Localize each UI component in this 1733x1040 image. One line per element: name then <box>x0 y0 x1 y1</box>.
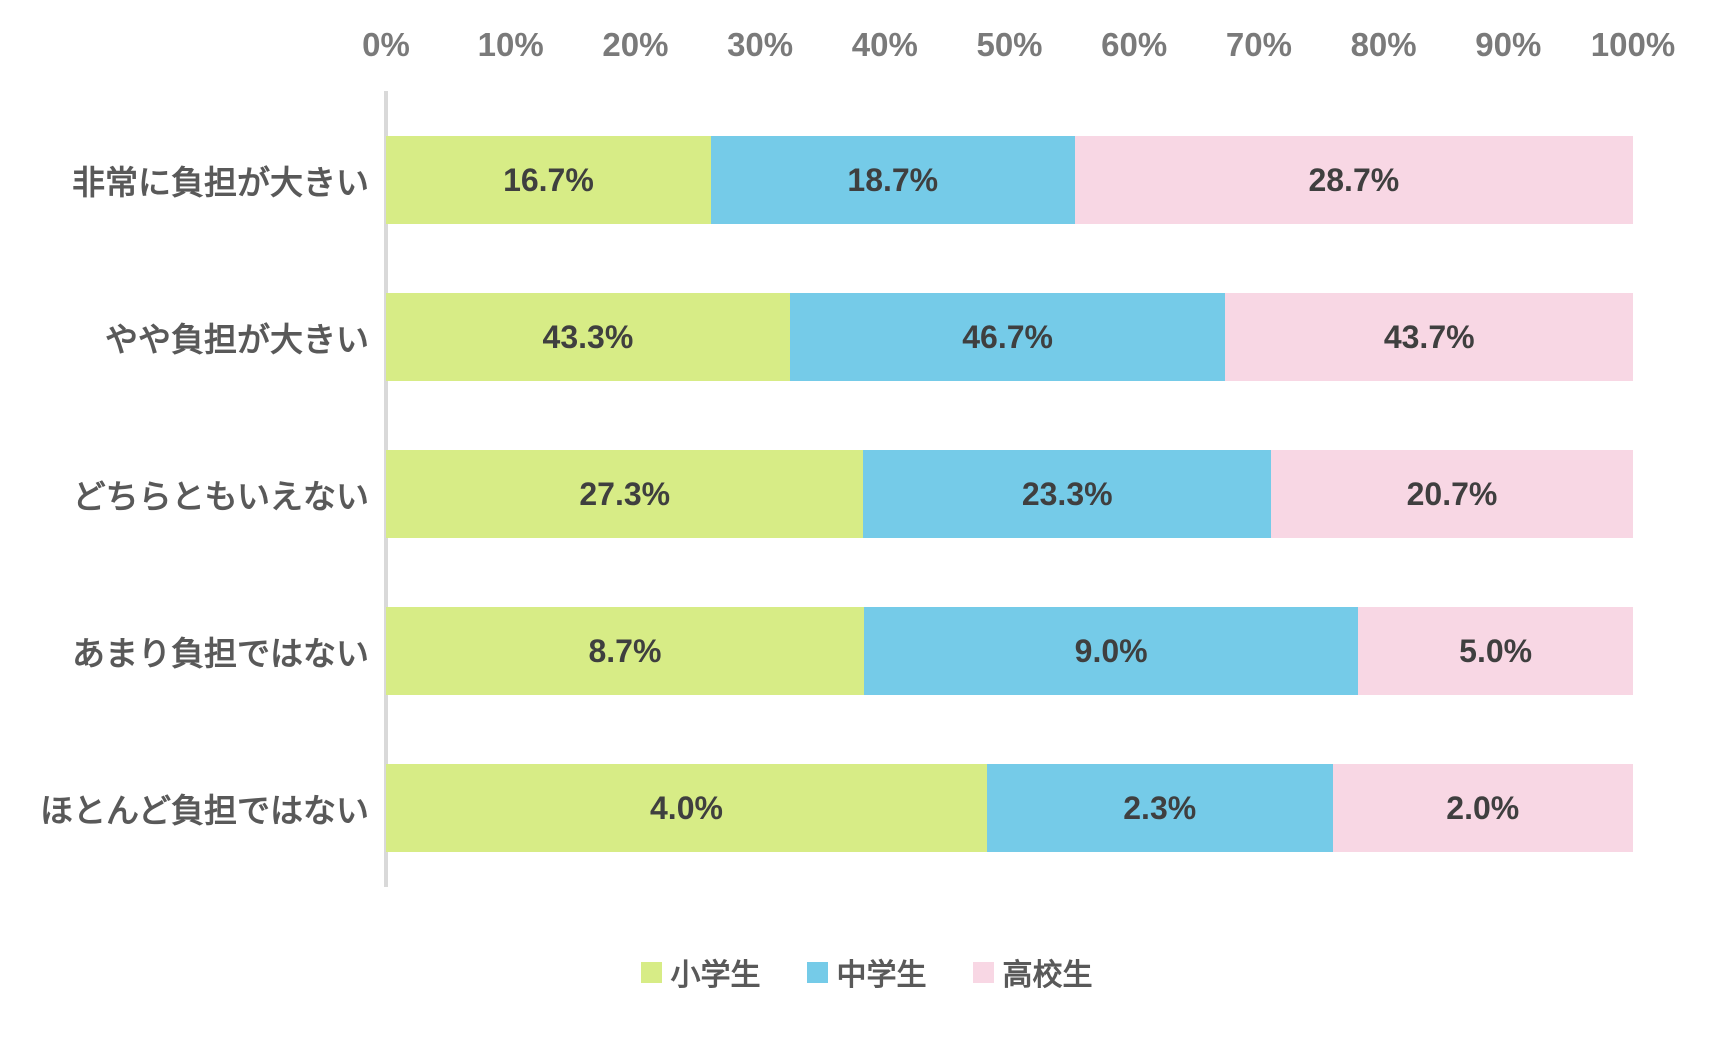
bar-segment-中学生: 9.0% <box>863 607 1359 695</box>
data-label: 9.0% <box>1074 632 1148 669</box>
stacked-bar: 16.7% 18.7% 28.7% <box>386 136 1633 224</box>
legend-item-高校生: 高校生 <box>972 950 1093 994</box>
x-axis-tick: 30% <box>727 26 794 63</box>
bar-segment-中学生: 46.7% <box>789 293 1226 381</box>
legend-item-中学生: 中学生 <box>806 950 927 994</box>
x-axis-tick: 100% <box>1590 26 1676 63</box>
legend-item-小学生: 小学生 <box>640 950 761 994</box>
data-label: 23.3% <box>1021 475 1113 512</box>
bar-segment-高校生: 5.0% <box>1358 607 1633 695</box>
legend-label: 小学生 <box>670 959 761 992</box>
bar-segment-高校生: 28.7% <box>1074 136 1633 224</box>
x-axis-tick: 90% <box>1475 26 1542 63</box>
bar-row: どちらともいえない 27.3% 23.3% 20.7% <box>0 450 1633 538</box>
data-label: 20.7% <box>1406 475 1498 512</box>
bar-row: やや負担が大きい 43.3% 46.7% 43.7% <box>0 293 1633 381</box>
bar-row: ほとんど負担ではない 4.0% 2.3% 2.0% <box>0 764 1633 852</box>
x-axis-tick: 40% <box>851 26 918 63</box>
bar-row: 非常に負担が大きい 16.7% 18.7% 28.7% <box>0 136 1633 224</box>
x-axis-tick: 60% <box>1101 26 1168 63</box>
stacked-bar: 27.3% 23.3% 20.7% <box>386 450 1633 538</box>
data-label: 43.3% <box>542 318 634 355</box>
x-axis-tick: 80% <box>1350 26 1417 63</box>
x-axis-tick: 70% <box>1225 26 1292 63</box>
legend: 小学生 中学生 高校生 <box>0 950 1733 994</box>
data-label: 16.7% <box>503 161 594 198</box>
bar-segment-高校生: 20.7% <box>1270 450 1633 538</box>
bar-segment-小学生: 16.7% <box>386 136 711 224</box>
data-label: 46.7% <box>962 318 1053 355</box>
legend-label: 中学生 <box>836 959 927 992</box>
bar-segment-小学生: 27.3% <box>386 450 864 538</box>
category-label: ほとんど負担ではない <box>39 792 369 829</box>
category-label: 非常に負担が大きい <box>72 164 369 201</box>
bar-segment-中学生: 2.3% <box>986 764 1333 852</box>
bar-segment-高校生: 43.7% <box>1225 293 1633 381</box>
bar-row: あまり負担ではない 8.7% 9.0% 5.0% <box>0 607 1633 695</box>
stacked-bar: 4.0% 2.3% 2.0% <box>386 764 1633 852</box>
category-label: やや負担が大きい <box>105 321 369 358</box>
bar-segment-高校生: 2.0% <box>1332 764 1633 852</box>
legend-swatch <box>972 961 994 983</box>
x-axis-tick: 20% <box>602 26 669 63</box>
x-axis-tick: 0% <box>362 26 410 63</box>
bar-segment-中学生: 23.3% <box>863 450 1271 538</box>
legend-label: 高校生 <box>1002 959 1093 992</box>
stacked-bar: 8.7% 9.0% 5.0% <box>386 607 1633 695</box>
data-label: 8.7% <box>588 632 662 669</box>
data-label: 27.3% <box>579 475 671 512</box>
data-label: 28.7% <box>1308 161 1400 198</box>
data-label: 2.3% <box>1123 789 1197 826</box>
legend-swatch <box>640 961 662 983</box>
x-axis-tick: 10% <box>477 26 544 63</box>
stacked-bar: 43.3% 46.7% 43.7% <box>386 293 1633 381</box>
data-label: 4.0% <box>650 789 723 826</box>
category-label: あまり負担ではない <box>72 635 369 672</box>
category-label: どちらともいえない <box>72 478 369 515</box>
bar-segment-小学生: 43.3% <box>386 293 790 381</box>
x-axis-tick: 50% <box>976 26 1043 63</box>
legend-swatch <box>806 961 828 983</box>
data-label: 43.7% <box>1383 318 1475 355</box>
bar-rows: 非常に負担が大きい 16.7% 18.7% 28.7% やや負担が大きい 43.3% 46.… <box>0 136 1633 852</box>
data-label: 18.7% <box>847 161 939 198</box>
bar-segment-小学生: 4.0% <box>386 764 987 852</box>
x-axis: 0% 10% 20% 30% 40% 50% 60% 70% 80% 90% 100% <box>362 26 1675 66</box>
data-label: 2.0% <box>1446 789 1520 826</box>
data-label: 5.0% <box>1459 632 1533 669</box>
bar-segment-中学生: 18.7% <box>710 136 1075 224</box>
bar-segment-小学生: 8.7% <box>386 607 864 695</box>
